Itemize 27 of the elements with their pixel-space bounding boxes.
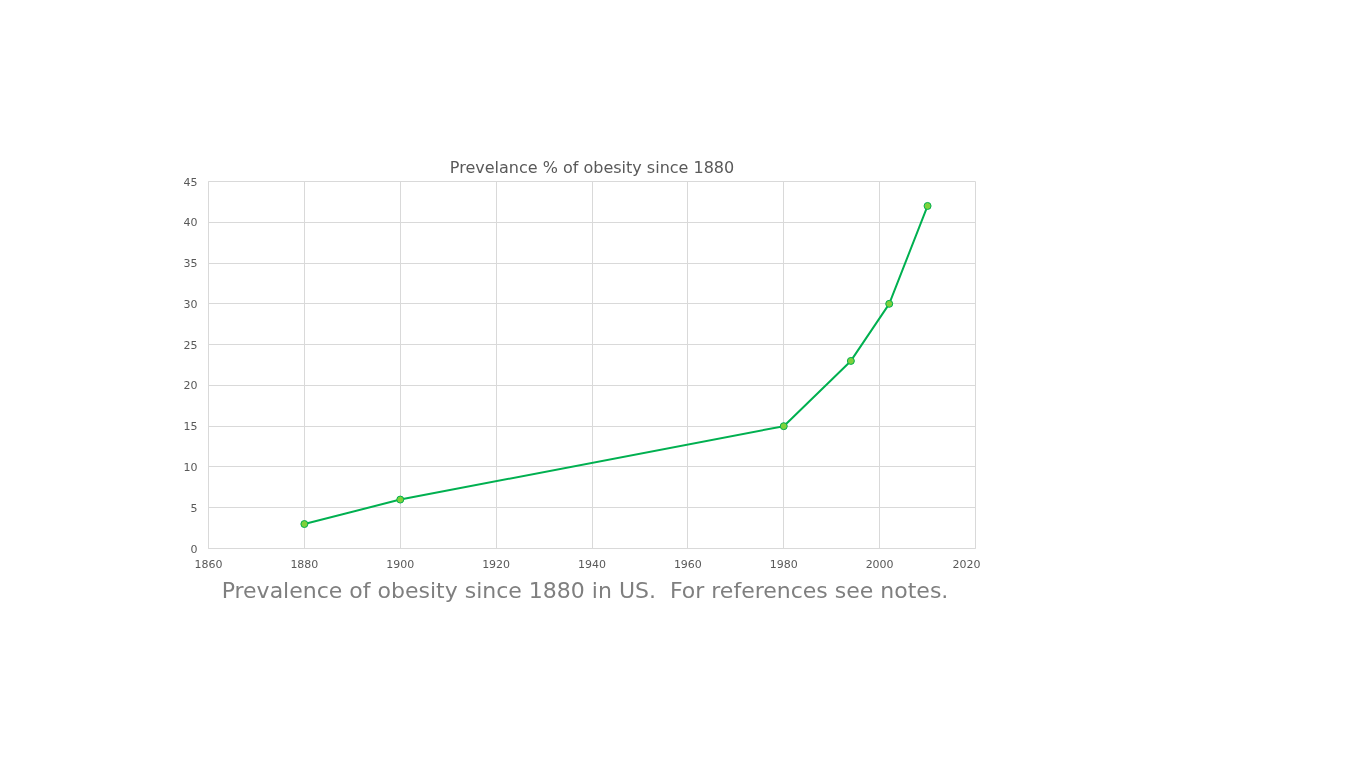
y-tick-label: 45 [183, 175, 198, 189]
chart-title: Prevelance % of obesity since 1880 [449, 157, 735, 177]
x-tick-label: 1940 [578, 557, 606, 571]
x-tick-label: 2000 [865, 557, 894, 571]
point [923, 201, 932, 210]
y-tick-label: 40 [183, 216, 198, 230]
y-tick-label: 10 [183, 460, 198, 474]
x-tick-label: 1860 [194, 557, 223, 571]
y-tick-label: 0 [190, 542, 198, 556]
point [396, 495, 405, 504]
x-tick-label: 1960 [673, 557, 702, 571]
point [779, 422, 788, 431]
x-tick-label: 1980 [769, 557, 798, 571]
x-tick-label: 1900 [386, 557, 415, 571]
y-tick-label: 25 [183, 338, 198, 352]
point [300, 520, 309, 529]
y-tick-label: 30 [183, 297, 198, 311]
y-tick-label: 15 [183, 420, 198, 434]
x-tick-label: 1880 [290, 557, 319, 571]
y-tick-label: 20 [183, 379, 198, 393]
y-tick-label: 5 [190, 501, 198, 515]
point [885, 299, 894, 308]
x-tick-label: 1920 [482, 557, 511, 571]
x-tick-label: 2020 [952, 557, 981, 571]
text: Prevalence of obesity since 1880 in US. For references see notes. [221, 577, 949, 605]
y-tick-label: 35 [183, 257, 198, 271]
point [846, 356, 855, 365]
